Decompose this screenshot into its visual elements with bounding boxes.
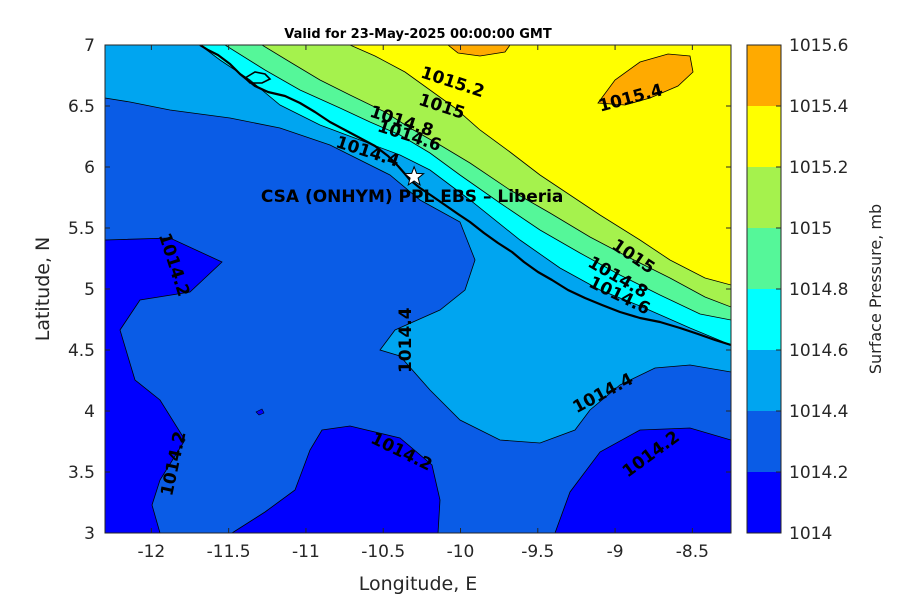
colorbar-band — [747, 289, 781, 350]
colorbar-tick-label: 1015.6 — [789, 36, 848, 56]
colorbar-band — [747, 167, 781, 228]
colorbar-band — [747, 106, 781, 167]
y-tick-label: 4.5 — [68, 341, 95, 361]
colorbar-tick-label: 1014.8 — [789, 280, 848, 300]
coastline — [199, 45, 731, 347]
site-marker: CSA (ONHYM) PPL EBS – Liberia — [261, 165, 564, 207]
colorbar-tick-label: 1014.2 — [789, 463, 848, 483]
y-tick-label: 6.5 — [68, 97, 95, 117]
x-axis-label: Longitude, E — [359, 573, 478, 595]
x-tick-label: -10.5 — [361, 542, 405, 562]
site-label: CSA (ONHYM) PPL EBS – Liberia — [261, 187, 564, 207]
x-tick-label: -11 — [292, 542, 320, 562]
colorbar-tick-label: 1014 — [789, 524, 832, 544]
y-axis-label: Latitude, N — [32, 237, 54, 342]
y-tick-label: 3.5 — [68, 463, 95, 483]
x-tick-label: -12 — [137, 542, 165, 562]
band-1015-2 — [349, 45, 731, 286]
colorbar-tick-label: 1015.2 — [789, 158, 848, 178]
band-1015-4 — [597, 53, 694, 106]
x-tick-label: -11.5 — [207, 542, 251, 562]
small-low-cell — [255, 408, 265, 416]
y-tick-label: 5.5 — [68, 219, 95, 239]
star-icon — [403, 165, 425, 187]
colorbar-tick-label: 1014.6 — [789, 341, 848, 361]
colorbar-band — [747, 45, 781, 106]
x-tick-label: -9 — [607, 542, 624, 562]
y-tick-label: 5 — [84, 280, 95, 300]
colorbar-band — [747, 228, 781, 289]
band-1014-low-west — [105, 237, 223, 533]
colorbar-band — [747, 350, 781, 411]
y-tick-label: 6 — [84, 158, 95, 178]
y-axis: 3 3.5 4 4.5 5 5.5 6 6.5 7 — [68, 36, 731, 544]
x-tick-label: -9.5 — [521, 542, 554, 562]
colorbar-band — [747, 411, 781, 472]
y-tick-label: 4 — [84, 402, 95, 422]
colorbar-tick-label: 1015 — [789, 219, 832, 239]
band-1014-low-southeast — [554, 427, 731, 533]
contour-field — [105, 45, 731, 533]
band-1014-low-south — [231, 425, 441, 533]
colorbar-tick-label: 1015.4 — [789, 97, 848, 117]
y-tick-label: 7 — [84, 36, 95, 56]
x-tick-label: -10 — [447, 542, 475, 562]
colorbar: 1014 1014.2 1014.4 1014.6 1014.8 1015 1015.2 10… — [746, 36, 848, 544]
coast-island — [243, 71, 272, 84]
contour-label: 1014.4 — [396, 307, 416, 373]
band-1015-4-top — [447, 45, 511, 57]
colorbar-band — [747, 472, 781, 533]
colorbar-tick-label: 1014.4 — [789, 402, 848, 422]
x-axis: -12 -11.5 -11 -10.5 -10 -9.5 -9 -8.5 — [137, 45, 709, 562]
colorbar-label: Surface Pressure, mb — [866, 204, 885, 374]
chart-title: Valid for 23-May-2025 00:00:00 GMT — [284, 27, 552, 42]
x-tick-label: -8.5 — [676, 542, 709, 562]
y-tick-label: 3 — [84, 524, 95, 544]
